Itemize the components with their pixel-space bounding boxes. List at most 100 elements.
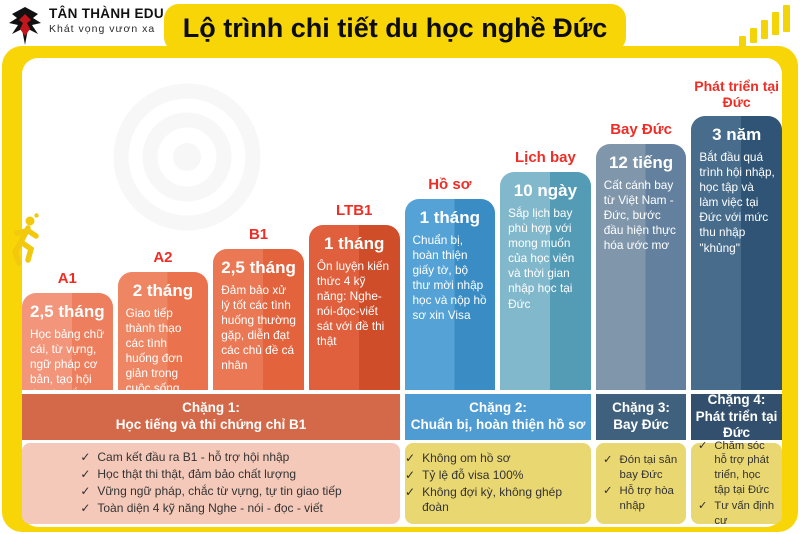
running-person-icon bbox=[8, 213, 40, 280]
step-label: A1 bbox=[57, 269, 77, 287]
check-icon: ✓ bbox=[405, 450, 416, 465]
step-description: Bắt đầu quá trình hội nhập, học tập và l… bbox=[699, 150, 775, 255]
step-phat-trien: Phát triển tại Đức 3 năm Bắt đầu quá trì… bbox=[691, 79, 782, 390]
check-icon: ✓ bbox=[80, 484, 91, 498]
ascending-bars-icon bbox=[738, 4, 796, 53]
checklist-item: ✓ Tỷ lệ đỗ visa 100% bbox=[405, 468, 591, 484]
step-duration: 2 tháng bbox=[132, 281, 194, 300]
roadmap-steps: A1 2,5 tháng Học bảng chữ cái, từ vựng, … bbox=[22, 70, 782, 390]
check-icon: ✓ bbox=[405, 484, 416, 499]
step-description: Sắp lịch bay phù hợp với mong muốn của h… bbox=[508, 206, 575, 311]
step-duration: 2,5 tháng bbox=[30, 302, 105, 321]
step-description: Ôn luyện kiến thức 4 kỹ năng: Nghe-nói-đ… bbox=[316, 259, 390, 349]
checklist-item: ✓ Cam kết đầu ra B1 - hỗ trợ hội nhập bbox=[80, 450, 341, 466]
checklist-item: ✓ Chăm sóc hỗ trợ phát triển, học tập tạ… bbox=[698, 439, 778, 498]
step-a2: A2 2 tháng Giao tiếp thành thạo các tình… bbox=[117, 248, 209, 390]
step-duration: 3 năm bbox=[712, 125, 762, 144]
stage-1-checklist: ✓ Cam kết đầu ra B1 - hỗ trợ hội nhập ✓ … bbox=[22, 443, 400, 524]
checklist-text: Hỗ trợ hòa nhập bbox=[619, 485, 674, 513]
stage-name: Chặng 1: bbox=[182, 400, 240, 416]
step-description: Đảm bảo xử lý tốt các tình huống thường … bbox=[221, 283, 296, 373]
checklist-text: Không om hồ sơ bbox=[422, 450, 511, 465]
eagle-logo-icon bbox=[8, 6, 42, 51]
step-ho-so: Hồ sơ 1 tháng Chuẩn bị, hoàn thiện giấy … bbox=[404, 175, 496, 390]
step-block: 10 ngày Sắp lịch bay phù hợp với mong mu… bbox=[500, 172, 591, 390]
check-icon: ✓ bbox=[80, 467, 91, 482]
step-block: 12 tiếng Cất cánh bay từ Việt Nam - Đức,… bbox=[595, 144, 687, 390]
step-block: 2 tháng Giao tiếp thành thạo các tình hu… bbox=[117, 272, 209, 390]
checklist-item: ✓ Không om hồ sơ bbox=[405, 451, 591, 467]
checklist-text: Cam kết đầu ra B1 - hỗ trợ hội nhập bbox=[97, 450, 290, 465]
stage-4-checklist: ✓ Chăm sóc hỗ trợ phát triển, học tập tạ… bbox=[691, 440, 782, 527]
stage-subtitle: Chuẩn bị, hoàn thiện hồ sơ bbox=[410, 417, 586, 432]
checklist-item: ✓ Toàn diện 4 kỹ năng Nghe - nói - đọc -… bbox=[80, 501, 341, 517]
checklist-item: ✓ Đón tại sân bay Đức bbox=[603, 453, 682, 483]
checklist-item: ✓ Không đợi kỳ, không ghép đoàn bbox=[405, 485, 591, 517]
stage-3-checklist: ✓ Đón tại sân bay Đức ✓ Hỗ trợ hòa nhập bbox=[596, 443, 686, 524]
step-lich-bay: Lịch bay 10 ngày Sắp lịch bay phù hợp vớ… bbox=[500, 148, 591, 390]
stage-4-header: Chặng 4: Phát triển tại Đức bbox=[691, 391, 782, 441]
step-label: LTB1 bbox=[335, 201, 373, 219]
stage-subtitle: Phát triển tại Đức bbox=[695, 408, 778, 441]
checklist-item: ✓ Hỗ trợ hòa nhập bbox=[603, 484, 682, 514]
brand-name: TÂN THÀNH EDU bbox=[49, 6, 164, 21]
checklist-text: Tư vấn định cư bbox=[714, 499, 775, 527]
step-duration: 1 tháng bbox=[419, 208, 481, 227]
step-block: 1 tháng Chuẩn bị, hoàn thiện giấy tờ, bộ… bbox=[404, 199, 496, 390]
check-icon: ✓ bbox=[405, 467, 416, 482]
step-label: Bay Đức bbox=[610, 120, 672, 138]
stage-2-header: Chặng 2: Chuẩn bị, hoàn thiện hồ sơ bbox=[405, 394, 591, 440]
checklist-text: Tỷ lệ đỗ visa 100% bbox=[422, 467, 524, 482]
stage-1-header: Chặng 1: Học tiếng và thi chứng chỉ B1 bbox=[22, 394, 400, 440]
check-icon: ✓ bbox=[80, 450, 91, 465]
checklist-item: ✓ Học thật thi thật, đảm bảo chất lượng bbox=[80, 467, 341, 483]
checklist-item: ✓ Vững ngữ pháp, chắc từ vựng, tự tin gi… bbox=[80, 484, 341, 500]
step-block: 3 năm Bắt đầu quá trình hội nhập, học tậ… bbox=[691, 116, 782, 390]
check-icon: ✓ bbox=[80, 500, 91, 515]
step-block: 2,5 tháng Đảm bảo xử lý tốt các tình huố… bbox=[213, 249, 304, 390]
step-bay-duc: Bay Đức 12 tiếng Cất cánh bay từ Việt Na… bbox=[595, 120, 687, 390]
stage-header-row: Chặng 1: Học tiếng và thi chứng chỉ B1 C… bbox=[22, 391, 782, 441]
step-description: Giao tiếp thành thạo các tình huống đơn … bbox=[125, 306, 183, 390]
checklist-text: Toàn diện 4 kỹ năng Nghe - nói - đọc - v… bbox=[97, 500, 323, 515]
step-label: B1 bbox=[248, 225, 269, 243]
checklist-text: Học thật thi thật, đảm bảo chất lượng bbox=[97, 467, 297, 482]
stage-name: Chặng 2: bbox=[469, 400, 527, 416]
step-description: Cất cánh bay từ Việt Nam - Đức, bước đầu… bbox=[603, 178, 676, 253]
stage-3-header: Chặng 3: Bay Đức bbox=[596, 394, 686, 440]
brand-tagline: Khát vọng vươn xa bbox=[49, 23, 156, 35]
check-icon: ✓ bbox=[603, 485, 613, 497]
step-b1: B1 2,5 tháng Đảm bảo xử lý tốt các tình … bbox=[213, 225, 304, 390]
checklist-text: Vững ngữ pháp, chắc từ vựng, tự tin giao… bbox=[97, 484, 342, 498]
step-label: Lịch bay bbox=[515, 148, 576, 166]
checklist-text: Chăm sóc hỗ trợ phát triển, học tập tại … bbox=[714, 439, 770, 496]
stage-name: Chặng 3: bbox=[612, 400, 670, 416]
step-block: 1 tháng Ôn luyện kiến thức 4 kỹ năng: Ng… bbox=[308, 225, 400, 390]
step-block: 2,5 tháng Học bảng chữ cái, từ vựng, ngữ… bbox=[22, 293, 113, 390]
step-label: Phát triển tại Đức bbox=[694, 78, 780, 110]
step-duration: 12 tiếng bbox=[608, 153, 674, 172]
stage-name: Chặng 4: bbox=[707, 391, 766, 407]
checklist-item: ✓ Tư vấn định cư bbox=[698, 499, 778, 529]
step-description: Học bảng chữ cái, từ vựng, ngữ pháp cơ b… bbox=[30, 327, 105, 390]
check-icon: ✓ bbox=[698, 439, 708, 452]
step-a1: A1 2,5 tháng Học bảng chữ cái, từ vựng, … bbox=[22, 269, 113, 390]
page-title: Lộ trình chi tiết du học nghề Đức bbox=[182, 12, 608, 43]
target-watermark-icon bbox=[112, 82, 262, 237]
stage-subtitle: Bay Đức bbox=[613, 417, 669, 432]
checklist-text: Không đợi kỳ, không ghép đoàn bbox=[422, 484, 563, 515]
stage-checklist-row: ✓ Cam kết đầu ra B1 - hỗ trợ hội nhập ✓ … bbox=[22, 440, 782, 527]
brand-logo: TÂN THÀNH EDU Khát vọng vươn xa bbox=[8, 6, 164, 51]
checklist-text: Đón tại sân bay Đức bbox=[619, 453, 678, 481]
step-duration: 1 tháng bbox=[323, 234, 385, 253]
check-icon: ✓ bbox=[698, 499, 708, 512]
step-duration: 10 ngày bbox=[513, 181, 578, 200]
check-icon: ✓ bbox=[603, 453, 613, 466]
stage-2-checklist: ✓ Không om hồ sơ ✓ Tỷ lệ đỗ visa 100% ✓ … bbox=[405, 443, 591, 524]
title-banner: Lộ trình chi tiết du học nghề Đức bbox=[164, 4, 626, 52]
step-label: A2 bbox=[153, 248, 173, 266]
stage-subtitle: Học tiếng và thi chứng chỉ B1 bbox=[115, 417, 307, 432]
step-ltb1: LTB1 1 tháng Ôn luyện kiến thức 4 kỹ năn… bbox=[308, 201, 400, 390]
step-label: Hồ sơ bbox=[428, 175, 472, 193]
